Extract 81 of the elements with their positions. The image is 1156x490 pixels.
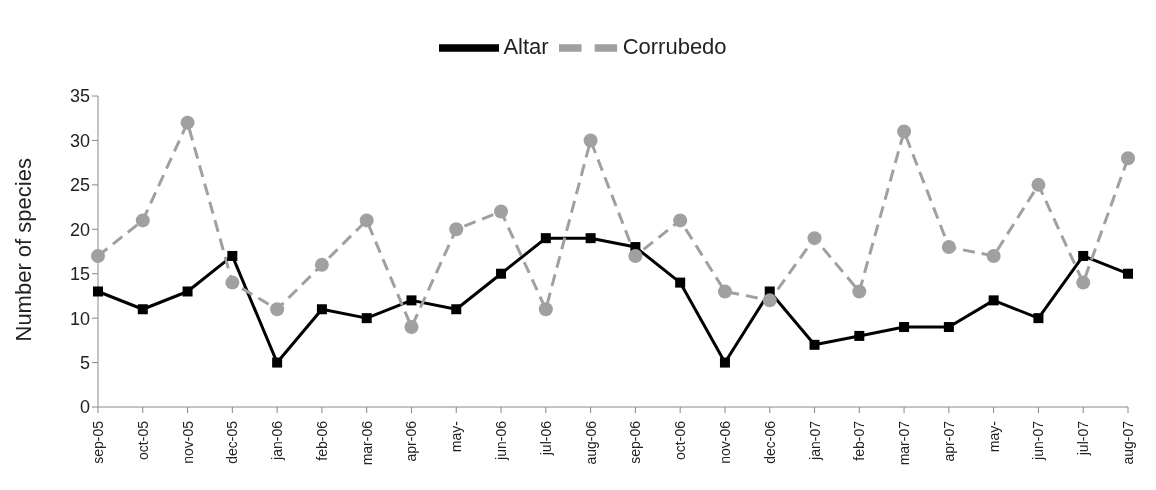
y-tick-label: 35 xyxy=(69,86,90,107)
point xyxy=(316,304,327,315)
point xyxy=(1031,177,1046,192)
point xyxy=(540,233,551,244)
x-tick-label: nov-05 xyxy=(179,420,196,464)
point xyxy=(1121,151,1135,166)
point xyxy=(719,357,730,368)
x-tick-label: aug-06 xyxy=(582,420,599,465)
point xyxy=(272,357,283,368)
point xyxy=(852,284,867,299)
x-tick-label: mar-06 xyxy=(358,420,375,466)
point xyxy=(583,133,598,148)
x-tick-label: feb-06 xyxy=(313,420,330,461)
point xyxy=(91,248,105,263)
x-tick-label: jul-06 xyxy=(537,420,554,457)
point xyxy=(809,339,820,350)
point xyxy=(943,322,954,333)
point xyxy=(359,213,374,228)
point xyxy=(137,304,148,315)
point xyxy=(585,233,596,244)
y-tick-label: 25 xyxy=(69,175,90,196)
point xyxy=(93,286,103,297)
x-tick-label: sep-06 xyxy=(627,420,644,464)
point xyxy=(404,320,419,335)
y-tick-label: 5 xyxy=(79,352,90,373)
point xyxy=(762,293,777,308)
point xyxy=(494,204,509,219)
y-tick-label: 0 xyxy=(79,397,90,418)
x-tick-label: apr-07 xyxy=(940,420,957,462)
x-tick-label: jul-07 xyxy=(1075,420,1092,457)
point xyxy=(897,124,912,139)
point xyxy=(182,286,193,297)
point xyxy=(314,257,329,272)
point xyxy=(449,222,464,237)
point xyxy=(807,231,822,246)
x-tick-label: may- xyxy=(985,420,1002,453)
x-tick-label: feb-07 xyxy=(851,420,868,461)
x-tick-label: jun-07 xyxy=(1030,420,1047,461)
point xyxy=(538,302,553,317)
point xyxy=(854,330,865,341)
x-tick-label: dec-06 xyxy=(761,420,778,464)
point xyxy=(717,284,732,299)
y-axis-title: Number of species xyxy=(10,158,36,342)
x-tick-label: oct-06 xyxy=(672,420,689,460)
x-tick-label: nov-06 xyxy=(716,420,733,464)
point xyxy=(986,248,1001,263)
point xyxy=(673,213,688,228)
x-tick-label: jun-06 xyxy=(493,420,510,461)
x-tick-label: jan-06 xyxy=(269,420,286,461)
y-tick-label: 10 xyxy=(69,308,90,329)
point xyxy=(135,213,150,228)
x-tick-label: aug-07 xyxy=(1120,420,1136,465)
point xyxy=(1078,250,1089,261)
point xyxy=(227,250,238,261)
point xyxy=(675,277,686,288)
y-tick-label: 15 xyxy=(69,264,90,285)
x-tick-label: jan-07 xyxy=(806,420,823,461)
y-tick-label: 20 xyxy=(69,219,90,240)
x-tick-label: apr-06 xyxy=(403,420,420,462)
point xyxy=(1123,268,1133,279)
x-tick-label: sep-05 xyxy=(90,420,106,464)
point xyxy=(899,322,910,333)
point xyxy=(225,275,240,290)
point xyxy=(180,115,195,130)
x-tick-label: oct-05 xyxy=(134,420,151,460)
x-tick-label: dec-05 xyxy=(224,420,241,464)
point xyxy=(941,240,956,255)
legend-label: Altar xyxy=(503,33,549,59)
point xyxy=(270,302,285,317)
point xyxy=(361,313,372,324)
point xyxy=(988,295,999,306)
legend-label: Corrubedo xyxy=(622,33,727,59)
x-tick-label: may- xyxy=(448,420,465,453)
point xyxy=(1076,275,1091,290)
point xyxy=(1033,313,1044,324)
y-tick-label: 30 xyxy=(69,130,90,151)
point xyxy=(496,268,507,279)
point xyxy=(406,295,417,306)
point xyxy=(628,248,643,263)
point xyxy=(451,304,462,315)
x-tick-label: mar-07 xyxy=(896,420,913,466)
